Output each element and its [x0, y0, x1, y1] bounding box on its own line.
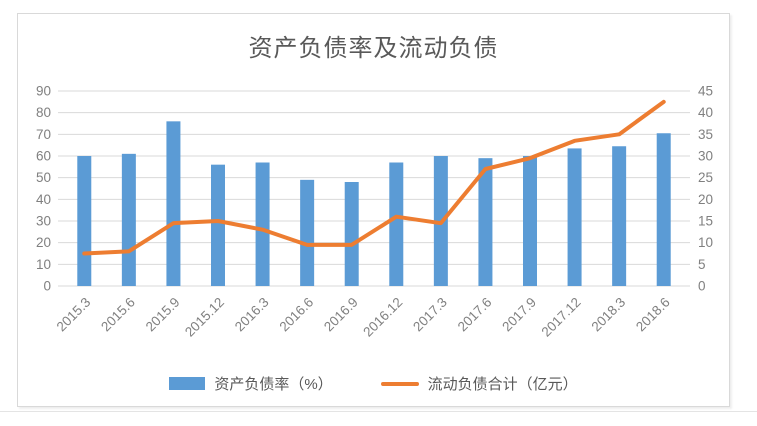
right-axis-tick-label: 35 [698, 127, 713, 142]
x-axis-tick-label: 2015.9 [143, 295, 183, 335]
right-axis-tick-label: 40 [698, 105, 713, 120]
bar-2016.3 [255, 162, 270, 286]
bar-2017.9 [523, 156, 537, 286]
x-axis-tick-label: 2017.6 [455, 295, 495, 335]
x-axis-tick-label: 2016.6 [276, 295, 316, 335]
legend-item-bar-series: 资产负债率（%） [169, 373, 333, 394]
right-axis-tick-label: 0 [698, 279, 706, 294]
right-axis-tick-label: 15 [698, 214, 713, 229]
bar-2015.12 [211, 164, 225, 286]
right-axis-tick-label: 45 [698, 84, 713, 99]
x-axis-tick-label: 2017.9 [499, 295, 539, 335]
combo-chart-svg: 0 10 20 30 40 50 60 70 80 90 0 5 10 15 20 25 30 35 40 45 201… [36, 84, 713, 340]
bar-2015.3 [77, 156, 92, 286]
left-axis-tick-label: 80 [36, 105, 51, 120]
chart-legend: 资产负债率（%） 流动负债合计（亿元） [18, 373, 729, 394]
bar-2018.6 [656, 133, 671, 286]
x-axis-tick-label: 2016.12 [360, 295, 405, 340]
x-axis-tick-label: 2015.3 [54, 295, 94, 335]
left-axis-tick-label: 60 [36, 149, 51, 164]
x-axis-tick-label: 2015.6 [98, 295, 138, 335]
x-axis-tick-label: 2018.3 [588, 295, 628, 335]
left-axis-tick-label: 90 [36, 84, 51, 99]
bar-2016.12 [389, 162, 404, 286]
legend-item-line-series: 流动负债合计（亿元） [380, 373, 578, 394]
bar-2015.9 [166, 121, 181, 286]
right-axis-tick-label: 5 [698, 257, 706, 272]
left-axis-tick-label: 40 [36, 192, 51, 207]
legend-label: 资产负债率（%） [214, 376, 333, 393]
left-axis-tick-label: 20 [36, 235, 51, 250]
right-axis-tick-label: 30 [698, 149, 713, 164]
left-axis-tick-label: 0 [43, 279, 51, 294]
legend-label: 流动负债合计（亿元） [427, 376, 578, 393]
line-series-swatch-icon [380, 381, 419, 386]
left-axis-tick-label: 10 [36, 257, 51, 272]
bar-2016.9 [344, 182, 359, 286]
left-axis-tick-label: 30 [36, 214, 51, 229]
x-axis-tick-label: 2017.12 [539, 295, 584, 340]
bar-series-swatch-icon [169, 377, 206, 390]
page-bottom-divider [0, 411, 757, 412]
bar-2018.3 [612, 146, 627, 286]
left-axis-tick-label: 50 [36, 170, 51, 185]
bar-2015.6 [121, 153, 136, 286]
x-axis-tick-label: 2018.6 [633, 295, 673, 335]
bar-2017.6 [478, 158, 493, 286]
chart-card: 资产负债率及流动负债 0 10 20 30 40 50 60 70 80 90 0 5 10 15 20 25… [17, 13, 730, 407]
left-axis-tick-label: 70 [36, 127, 51, 142]
bar-2017.12 [567, 148, 582, 286]
x-axis-tick-label: 2016.9 [321, 295, 361, 335]
line-series-path [82, 99, 666, 256]
right-axis-tick-label: 20 [698, 192, 713, 207]
right-axis-tick-label: 25 [698, 170, 713, 185]
x-axis-tick-label: 2015.12 [182, 295, 227, 340]
x-axis-tick-label: 2017.3 [410, 295, 450, 335]
right-axis-tick-label: 10 [698, 235, 713, 250]
chart-title: 资产负债率及流动负债 [248, 35, 499, 62]
x-axis-tick-label: 2016.3 [232, 295, 272, 335]
bar-2016.6 [300, 179, 315, 286]
